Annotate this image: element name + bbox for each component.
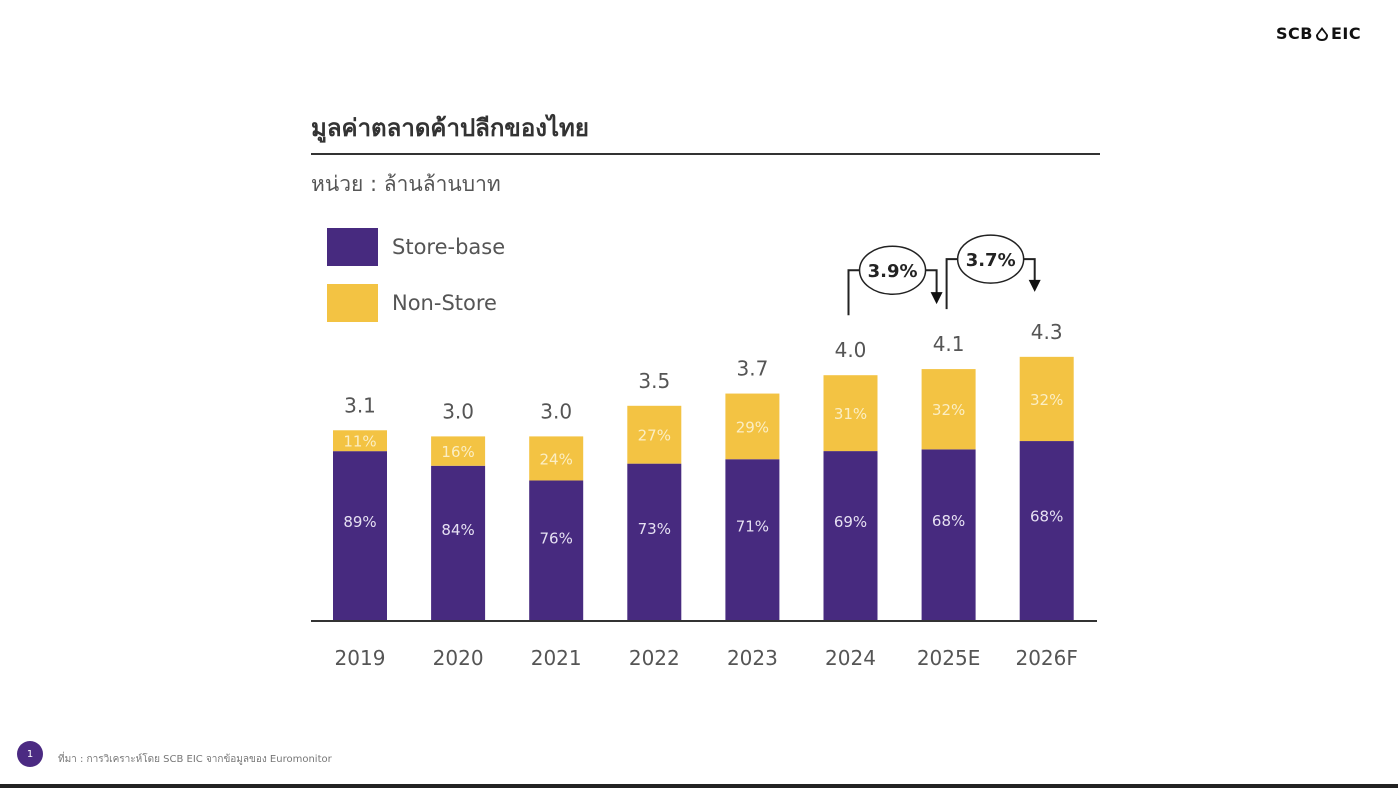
label-store-base-2025E: 68% (932, 512, 965, 530)
growth-annotation-1: 3.9% (847, 245, 943, 316)
x-tick-label-2026F: 2026F (1015, 646, 1077, 670)
growth-rate-label: 3.7% (966, 250, 1016, 271)
label-non-store-2023: 29% (736, 418, 769, 436)
source-note: ที่มา : การวิเคราะห์โดย SCB EIC จากข้อมู… (58, 754, 332, 765)
legend-item-non-store: Non-Store (327, 284, 497, 322)
chart-title: มูลค่าตลาดค้าปลีกของไทย (311, 114, 589, 142)
label-store-base-2021: 76% (540, 529, 573, 547)
scb-eic-logo: SCB EIC (1276, 24, 1361, 43)
label-non-store-2019: 11% (343, 433, 376, 451)
total-label-2024: 4.0 (835, 338, 867, 362)
bar-non-store-2021 (529, 436, 584, 481)
bar-store-base-2022 (627, 463, 682, 620)
label-non-store-2025E: 32% (932, 401, 965, 419)
bar-non-store-2023 (725, 393, 780, 460)
label-non-store-2024: 31% (834, 405, 867, 423)
growth-annotation-2: 3.7% (945, 234, 1041, 310)
bars-group: 89% 11% 3.1 2019 84% 16% 3.0 2020 76% 24% 3.0 2021 7… (333, 320, 1078, 670)
logo-text-eic: EIC (1330, 24, 1362, 43)
total-label-2020: 3.0 (442, 399, 474, 423)
chart-subtitle: หน่วย : ล้านล้านบาท (311, 172, 501, 196)
arrow-down-icon (1028, 279, 1041, 292)
growth-annotations: 3.9% 3.7% (847, 234, 1041, 316)
bar-non-store-2019 (333, 430, 387, 452)
label-store-base-2023: 71% (736, 518, 769, 536)
total-label-2019: 3.1 (344, 393, 376, 417)
annotation-circle (858, 245, 927, 295)
label-non-store-2021: 24% (540, 450, 573, 468)
label-non-store-2026F: 32% (1030, 391, 1063, 409)
legend-swatch-non-store (327, 284, 378, 322)
x-tick-label-2020: 2020 (433, 646, 484, 670)
bar-store-base-2025E (921, 449, 976, 620)
bar-non-store-2020 (431, 436, 486, 466)
x-tick-label-2022: 2022 (629, 646, 680, 670)
annotation-circle (956, 234, 1025, 284)
bar-non-store-2024 (823, 375, 878, 452)
page-number-badge: 1 (17, 741, 43, 767)
bar-store-base-2019 (333, 451, 387, 620)
x-tick-label-2023: 2023 (727, 646, 778, 670)
x-tick-label-2019: 2019 (335, 646, 386, 670)
bar-store-base-2026F (1019, 441, 1074, 620)
legend-label-store-base: Store-base (392, 235, 506, 259)
bar-store-base-2024 (823, 451, 878, 620)
scb-home-icon (1315, 26, 1328, 41)
label-store-base-2020: 84% (441, 521, 474, 539)
logo-text-scb: SCB (1276, 24, 1313, 43)
bar-store-base-2021 (529, 480, 584, 620)
bar-non-store-2022 (627, 405, 682, 464)
growth-rate-label: 3.9% (868, 261, 918, 282)
title-divider (311, 153, 1100, 155)
total-label-2026F: 4.3 (1031, 320, 1063, 344)
label-non-store-2022: 27% (638, 427, 671, 445)
label-store-base-2026F: 68% (1030, 508, 1063, 526)
bar-store-base-2023 (725, 459, 780, 620)
bar-store-base-2020 (431, 465, 486, 620)
legend-item-store-base: Store-base (327, 228, 505, 266)
total-label-2022: 3.5 (638, 369, 670, 393)
x-tick-label-2021: 2021 (531, 646, 582, 670)
x-tick-label-2024: 2024 (825, 646, 876, 670)
label-store-base-2019: 89% (343, 513, 376, 531)
bar-non-store-2025E (921, 369, 976, 450)
total-label-2025E: 4.1 (933, 332, 965, 356)
total-label-2023: 3.7 (736, 357, 768, 381)
label-store-base-2022: 73% (638, 520, 671, 538)
x-tick-label-2025E: 2025E (917, 646, 981, 670)
label-non-store-2020: 16% (441, 443, 474, 461)
legend-swatch-store-base (327, 228, 378, 266)
total-label-2021: 3.0 (540, 399, 572, 423)
legend-label-non-store: Non-Store (392, 291, 497, 315)
bottom-border (0, 784, 1398, 788)
arrow-down-icon (930, 292, 943, 305)
bar-non-store-2026F (1019, 356, 1074, 442)
label-store-base-2024: 69% (834, 513, 867, 531)
